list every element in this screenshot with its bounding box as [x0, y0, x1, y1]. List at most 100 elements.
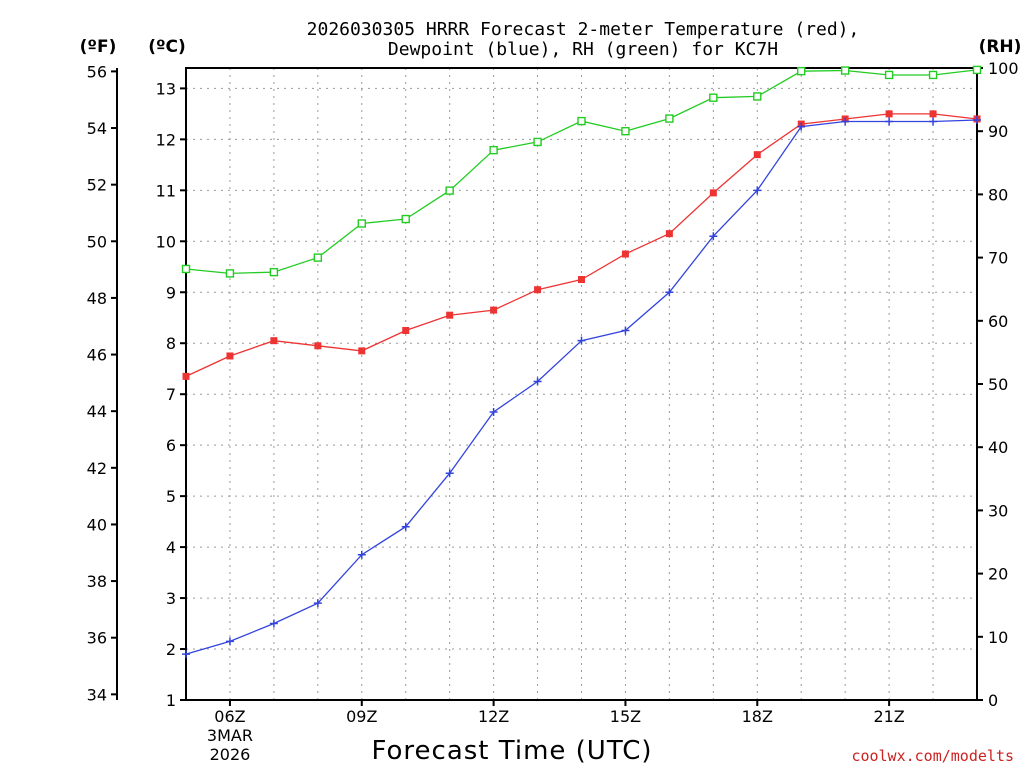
- rh-tick-label: 30: [988, 501, 1008, 520]
- x-tick-label: 12Z: [478, 707, 509, 726]
- dewpoint-marker: [225, 637, 234, 646]
- x-tick-date-label: 3MAR: [207, 726, 253, 745]
- rh-tick-label: 60: [988, 312, 1008, 331]
- dewpoint-marker: [489, 408, 498, 417]
- rh-marker: [753, 92, 762, 101]
- temperature-marker: [358, 347, 366, 355]
- dewpoint-marker: [665, 288, 674, 297]
- temperature-marker: [709, 189, 717, 197]
- chart-axes: 3436384042444648505254561234567891011121…: [87, 59, 1019, 764]
- celsius-tick-label: 4: [166, 538, 176, 557]
- rh-tick-label: 70: [988, 249, 1008, 268]
- temperature-marker: [753, 151, 761, 159]
- rh-tick-label: 80: [988, 185, 1008, 204]
- fahrenheit-tick-label: 56: [87, 62, 107, 81]
- celsius-tick-label: 2: [166, 640, 176, 659]
- celsius-unit-label: (ºC): [148, 37, 186, 57]
- celsius-tick-label: 1: [166, 691, 176, 710]
- rh-marker: [225, 269, 235, 278]
- celsius-tick-label: 6: [166, 436, 176, 455]
- fahrenheit-tick-label: 36: [87, 629, 107, 648]
- fahrenheit-tick-label: 38: [87, 572, 107, 591]
- temperature-marker: [270, 337, 278, 345]
- dewpoint-marker: [182, 650, 190, 659]
- dewpoint-marker: [621, 326, 630, 335]
- fahrenheit-tick-label: 44: [87, 402, 107, 421]
- fahrenheit-tick-label: 52: [87, 176, 107, 195]
- dewpoint-marker: [313, 599, 322, 608]
- rh-marker: [840, 66, 850, 75]
- rh-marker: [445, 186, 454, 195]
- celsius-tick-label: 10: [156, 232, 176, 251]
- dewpoint-marker: [269, 619, 278, 628]
- fahrenheit-unit-label: (ºF): [80, 37, 117, 57]
- rh-tick-label: 20: [988, 565, 1008, 584]
- dewpoint-marker: [841, 117, 850, 126]
- rh-marker: [401, 214, 410, 224]
- celsius-tick-label: 9: [166, 283, 176, 302]
- rh-line: [185, 69, 978, 275]
- rh-marker: [181, 264, 191, 274]
- rh-tick-label: 100: [988, 59, 1019, 78]
- x-tick-label: 06Z: [214, 707, 245, 726]
- x-tick-label: 18Z: [742, 707, 773, 726]
- temperature-marker: [885, 110, 893, 118]
- source-credit: coolwx.com/modelts: [851, 747, 1014, 765]
- rh-tick-label: 10: [988, 628, 1008, 647]
- celsius-tick-label: 11: [156, 181, 176, 200]
- fahrenheit-tick-label: 54: [87, 119, 107, 138]
- fahrenheit-tick-label: 40: [87, 515, 107, 534]
- rh-tick-label: 40: [988, 438, 1008, 457]
- celsius-tick-label: 12: [156, 130, 176, 149]
- temperature-marker: [534, 286, 542, 294]
- temperature-marker: [621, 250, 629, 258]
- temperature-marker: [665, 230, 673, 238]
- dewpoint-marker: [929, 117, 938, 126]
- x-tick-label: 21Z: [873, 707, 904, 726]
- temperature-marker: [578, 276, 585, 284]
- dewpoint-marker: [533, 377, 542, 386]
- rh-marker: [269, 267, 279, 277]
- x-tick-year-label: 2026: [210, 745, 251, 764]
- rh-marker: [928, 70, 938, 80]
- dewpoint-marker: [401, 522, 410, 531]
- rh-marker: [665, 114, 674, 123]
- rh-unit-label: (RH): [979, 37, 1022, 57]
- data-series: [181, 65, 982, 659]
- temperature-marker: [490, 306, 498, 314]
- rh-marker: [533, 137, 542, 147]
- rh-marker: [972, 65, 982, 75]
- rh-tick-label: 50: [988, 375, 1008, 394]
- rh-tick-label: 0: [988, 691, 998, 710]
- fahrenheit-tick-label: 46: [87, 346, 107, 365]
- rh-tick-label: 90: [988, 122, 1008, 141]
- rh-marker: [577, 116, 586, 126]
- dewpoint-marker: [885, 117, 894, 126]
- celsius-tick-label: 5: [166, 487, 176, 506]
- chart-title-line1: 2026030305 HRRR Forecast 2-meter Tempera…: [307, 19, 860, 40]
- dewpoint-marker: [445, 469, 454, 478]
- grid-lines: [186, 68, 977, 700]
- celsius-tick-label: 3: [166, 589, 176, 608]
- fahrenheit-tick-label: 42: [87, 459, 107, 478]
- dewpoint-marker: [577, 336, 586, 345]
- rh-marker: [313, 253, 323, 262]
- fahrenheit-tick-label: 50: [87, 232, 107, 251]
- x-tick-label: 15Z: [610, 707, 641, 726]
- temperature-marker: [929, 110, 937, 118]
- temperature-marker: [446, 311, 454, 319]
- dewpoint-marker: [797, 122, 806, 131]
- x-tick-label: 09Z: [346, 707, 377, 726]
- temperature-marker: [182, 372, 190, 380]
- temperature-marker: [314, 342, 322, 350]
- temperature-marker: [226, 352, 234, 360]
- rh-marker: [621, 126, 630, 136]
- dewpoint-marker: [357, 550, 366, 559]
- rh-marker: [797, 66, 806, 76]
- fahrenheit-tick-label: 48: [87, 289, 107, 308]
- x-axis-title: Forecast Time (UTC): [371, 736, 652, 766]
- rh-marker: [357, 219, 366, 228]
- celsius-tick-label: 8: [166, 334, 176, 353]
- dewpoint-marker: [753, 186, 762, 195]
